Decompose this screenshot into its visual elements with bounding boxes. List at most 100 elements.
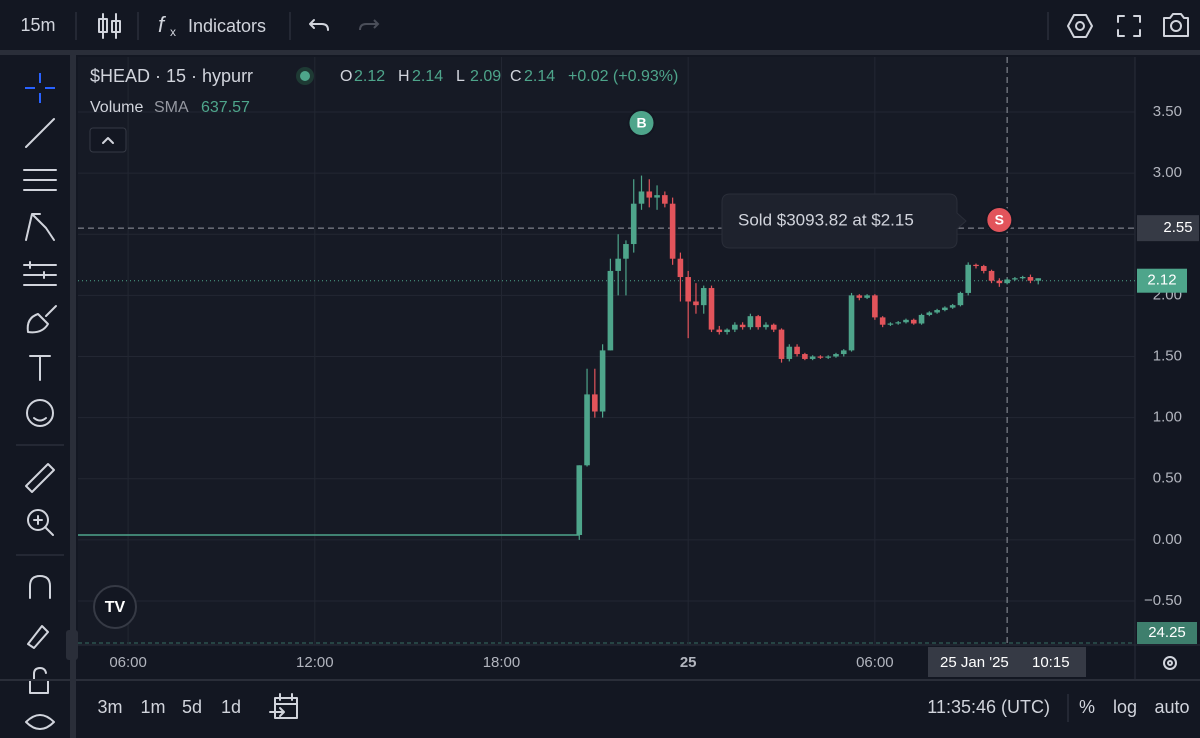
- indicators-button[interactable]: Indicators: [188, 16, 266, 36]
- y-tick-label: 1.00: [1153, 409, 1182, 426]
- candle-body: [1004, 279, 1010, 284]
- magnet-tool[interactable]: [29, 575, 51, 599]
- drawing-toolbar: [0, 55, 70, 738]
- percent-button[interactable]: %: [1079, 697, 1095, 717]
- range-button[interactable]: 3m: [97, 697, 122, 717]
- candle-body: [778, 329, 785, 359]
- ohlc-value: 2.14: [412, 68, 443, 85]
- candle-body: [833, 354, 839, 357]
- symbol: $HEAD · 15 · hypurr: [90, 66, 253, 86]
- candle-body: [996, 280, 1003, 284]
- candle-body: [615, 258, 621, 271]
- fx-icon[interactable]: f: [158, 12, 167, 37]
- candle-body: [693, 301, 699, 306]
- candle-body: [926, 312, 933, 315]
- ohlc-value: 2.09: [470, 68, 501, 85]
- zoom-tool[interactable]: [33, 515, 54, 536]
- candle-body: [794, 346, 800, 355]
- trade-marker[interactable]: [985, 206, 1014, 234]
- pattern-tool[interactable]: [25, 213, 55, 241]
- plot-area: [78, 57, 1135, 645]
- collapse-toolbar[interactable]: [66, 630, 78, 660]
- lock-draw-tool[interactable]: [27, 625, 49, 649]
- log-button[interactable]: log: [1113, 697, 1137, 717]
- screenshot-button[interactable]: [1170, 20, 1182, 32]
- emoji-tool[interactable]: [26, 399, 54, 427]
- separator: [70, 55, 76, 738]
- candle-body: [934, 310, 940, 313]
- candle-body: [638, 191, 645, 204]
- range-button[interactable]: 1m: [140, 697, 165, 717]
- prediction-tool[interactable]: [23, 261, 57, 286]
- candle-body: [654, 195, 660, 198]
- candle-body: [1027, 277, 1034, 281]
- candle-body: [1012, 278, 1018, 280]
- candle-body: [887, 323, 894, 325]
- scale-settings-button[interactable]: [1167, 660, 1173, 666]
- settings-button[interactable]: [1067, 14, 1093, 38]
- tradingview-logo[interactable]: TV: [105, 599, 126, 616]
- candle-body: [910, 319, 917, 324]
- plot: BS: [78, 57, 1135, 645]
- interval-button[interactable]: 15m: [20, 15, 55, 35]
- trade-marker[interactable]: [627, 109, 656, 137]
- candle-body: [848, 295, 855, 351]
- visibility-tool[interactable]: [25, 714, 55, 730]
- tooltip-text: Sold $3093.82 at $2.15: [738, 210, 914, 229]
- candle-body: [623, 244, 629, 259]
- candle-body: [786, 346, 793, 359]
- candle-body: [607, 270, 614, 351]
- ruler-tool[interactable]: [25, 463, 55, 493]
- top-toolbar: [0, 0, 1200, 50]
- last-volume-label: 24.25: [1148, 624, 1186, 641]
- fullscreen-button[interactable]: [1117, 15, 1141, 37]
- trend-line-tool[interactable]: [25, 118, 55, 148]
- crosshair-tool[interactable]: [25, 73, 55, 103]
- ohlc-value: 2.12: [354, 68, 385, 85]
- settings-button[interactable]: [1075, 21, 1085, 31]
- candle-body: [732, 324, 738, 330]
- collapse-legend-button[interactable]: [102, 137, 114, 144]
- candle-body: [763, 324, 769, 328]
- auto-button[interactable]: auto: [1154, 697, 1189, 717]
- y-tick-label: −0.50: [1144, 592, 1182, 609]
- candle-body: [584, 394, 590, 466]
- zoom-tool[interactable]: [27, 509, 49, 531]
- candle-body: [1019, 277, 1026, 279]
- brush-tool[interactable]: [26, 305, 57, 334]
- volume-label: Volume: [90, 99, 143, 116]
- candle-body: [840, 350, 847, 355]
- fib-tool[interactable]: [23, 169, 57, 191]
- text-tool[interactable]: [29, 355, 51, 381]
- range-button[interactable]: 5d: [182, 697, 202, 717]
- ohlc-key: O: [340, 68, 352, 85]
- y-tick-label: 0.00: [1153, 531, 1182, 548]
- undo-button[interactable]: [309, 19, 329, 31]
- ohlc-key: C: [510, 68, 522, 85]
- candle-body: [895, 322, 902, 324]
- screenshot-button[interactable]: [1163, 13, 1189, 37]
- candle-body: [918, 314, 925, 324]
- emoji-tool[interactable]: [33, 417, 47, 422]
- scale-settings-button[interactable]: [1163, 656, 1177, 670]
- candle-body: [965, 264, 972, 293]
- candle-body: [739, 324, 746, 328]
- candle-body: [716, 329, 723, 333]
- candle-body: [646, 191, 653, 198]
- candle-body: [903, 319, 909, 323]
- goto-date-button[interactable]: [269, 693, 298, 719]
- redo-button[interactable]: [359, 19, 380, 31]
- candle-body: [879, 317, 886, 325]
- lock-tool[interactable]: [33, 667, 47, 681]
- candle-body: [708, 288, 715, 330]
- collapse-legend-button[interactable]: [89, 127, 127, 153]
- tradingview-logo[interactable]: [93, 585, 137, 629]
- candle-body: [576, 465, 583, 535]
- crosshair-price-box: [1137, 215, 1199, 242]
- range-button[interactable]: 1d: [221, 697, 241, 717]
- fx-icon[interactable]: x: [170, 25, 176, 39]
- candle-body: [973, 264, 979, 267]
- chart-type-button[interactable]: [98, 13, 121, 39]
